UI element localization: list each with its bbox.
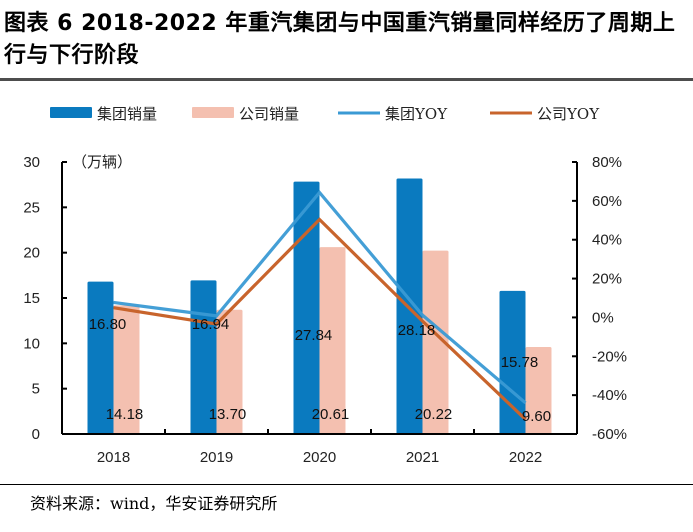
- company-sales-label-2018: 14.18: [106, 406, 144, 423]
- group-sales-label-2019: 16.94: [192, 316, 230, 333]
- source-divider: [0, 484, 693, 485]
- right-tick-label: 0%: [592, 309, 614, 326]
- group-sales-bar-2018: [87, 281, 114, 434]
- x-tick-label-2022: 2022: [509, 449, 542, 466]
- data-labels-layer: 16.80 16.94 27.84 28.18 15.78 14.18 13.70 20.61…: [89, 316, 551, 425]
- right-tick-label: 80%: [592, 154, 622, 171]
- company-sales-label-2022: 9.60: [522, 408, 551, 425]
- legend-label-1: 公司销量: [239, 105, 299, 123]
- company-sales-bar-2022: [525, 346, 552, 434]
- legend-swatch-1: [192, 107, 234, 118]
- company-sales-bar-2021: [422, 250, 449, 434]
- company-sales-bar-2019: [216, 309, 243, 434]
- left-tick-label: 15: [23, 290, 40, 307]
- x-tick-label-2020: 2020: [303, 449, 336, 466]
- left-tick-label: 30: [23, 154, 40, 171]
- company-sales-label-2021: 20.22: [415, 406, 453, 423]
- group-sales-bar-2019: [190, 280, 217, 434]
- legend-label-2: 集团YOY: [385, 105, 448, 123]
- right-tick-label: -60%: [592, 426, 627, 443]
- x-tick-label-2018: 2018: [97, 449, 130, 466]
- legend-label-3: 公司YOY: [537, 105, 600, 123]
- group-sales-label-2020: 27.84: [295, 327, 333, 344]
- group-sales-bar-2020: [293, 181, 320, 434]
- legend-label-0: 集团销量: [97, 105, 157, 123]
- lines-layer: [113, 190, 527, 421]
- company-sales-label-2019: 13.70: [209, 406, 247, 423]
- company-sales-bar-2018: [113, 305, 140, 434]
- legend-swatch-0: [50, 107, 92, 118]
- right-tick-label: -40%: [592, 387, 627, 404]
- right-tick-label: 40%: [592, 232, 622, 249]
- left-tick-label: 20: [23, 245, 40, 262]
- title-divider: [0, 78, 693, 81]
- company-sales-bar-2020: [319, 247, 346, 434]
- group-sales-label-2022: 15.78: [501, 354, 539, 371]
- axes-layer: 0 5 10 15 20 25 30 -60% -40% -20% 0% 20% 40% 60% 80% 20…: [23, 154, 627, 466]
- company-sales-label-2020: 20.61: [312, 406, 350, 423]
- x-tick-label-2019: 2019: [200, 449, 233, 466]
- right-tick-label: 60%: [592, 193, 622, 210]
- left-tick-label: 25: [23, 199, 40, 216]
- right-tick-label: 20%: [592, 271, 622, 288]
- left-tick-label: 5: [32, 381, 40, 398]
- left-tick-label: 10: [23, 335, 40, 352]
- group-sales-label-2018: 16.80: [89, 316, 127, 333]
- y-unit-label: （万辆）: [72, 154, 132, 171]
- right-tick-label: -20%: [592, 348, 627, 365]
- left-tick-label: 0: [32, 426, 40, 443]
- group-sales-label-2021: 28.18: [398, 322, 436, 339]
- bars-layer: [87, 178, 552, 434]
- legend: 集团销量 公司销量 集团YOY 公司YOY: [50, 105, 600, 123]
- x-tick-label-2021: 2021: [406, 449, 439, 466]
- source-note: 资料来源：wind，华安证券研究所: [30, 494, 278, 513]
- figure-title: 图表 6 2018-2022 年重汽集团与中国重汽销量同样经历了周期上行与下行阶…: [4, 11, 676, 68]
